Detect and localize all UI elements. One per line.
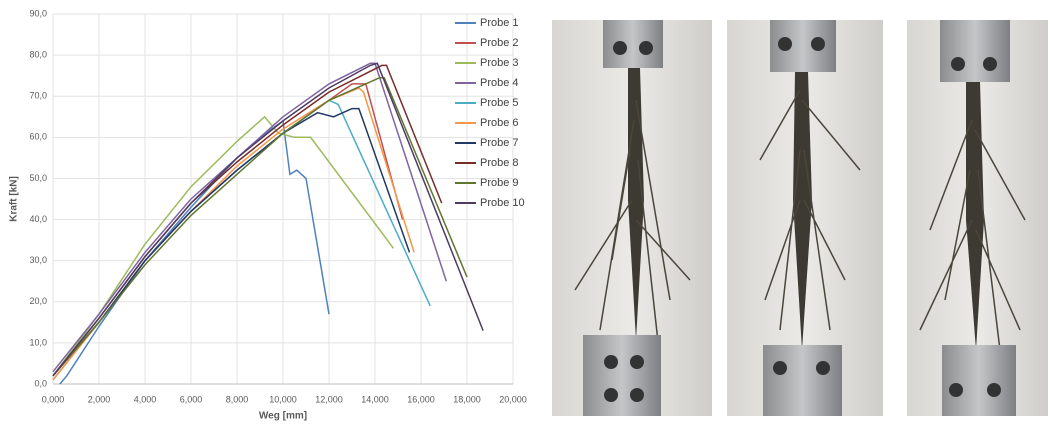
y-tick-label: 40,0 <box>29 214 47 224</box>
legend-label: Probe 7 <box>480 137 519 149</box>
series-line <box>52 62 448 373</box>
legend-label: Probe 4 <box>480 77 519 89</box>
legend-label: Probe 8 <box>480 157 519 169</box>
y-tick-label: 10,0 <box>29 337 47 347</box>
x-tick-label: 4,000 <box>134 394 157 404</box>
x-tick-label: 18,000 <box>453 394 481 404</box>
series-line <box>59 119 330 385</box>
series-line <box>52 99 431 381</box>
y-tick-label: 70,0 <box>29 91 47 101</box>
x-tick-label: 16,000 <box>407 394 435 404</box>
series-line <box>52 76 468 377</box>
x-tick-label: 2,000 <box>88 394 111 404</box>
series-line <box>52 64 443 377</box>
legend-label: Probe 3 <box>480 57 519 69</box>
x-tick-label: 10,000 <box>269 394 297 404</box>
y-tick-label: 30,0 <box>29 255 47 265</box>
y-tick-label: 90,0 <box>29 8 47 18</box>
x-tick-label: 6,000 <box>180 394 203 404</box>
legend-label: Probe 6 <box>480 117 519 129</box>
specimen-photos <box>552 20 1048 416</box>
x-tick-label: 0,000 <box>42 394 65 404</box>
legend-label: Probe 10 <box>480 197 525 209</box>
series-line <box>52 62 484 377</box>
y-tick-label: 80,0 <box>29 49 47 59</box>
x-axis-title: Weg [mm] <box>259 411 307 421</box>
series-line <box>52 87 415 381</box>
y-tick-label: 0,0 <box>34 378 47 388</box>
series-line <box>52 107 411 377</box>
photo <box>552 20 712 416</box>
x-tick-label: 20,000 <box>499 394 527 404</box>
legend-label: Probe 5 <box>480 97 519 109</box>
y-tick-label: 50,0 <box>29 173 47 183</box>
x-tick-label: 8,000 <box>226 394 249 404</box>
y-tick-label: 60,0 <box>29 132 47 142</box>
legend-label: Probe 9 <box>480 177 519 189</box>
legend-label: Probe 1 <box>480 17 519 29</box>
photo <box>727 20 883 416</box>
x-tick-label: 14,000 <box>361 394 389 404</box>
y-axis-title: Kraft [kN] <box>9 176 20 222</box>
x-tick-label: 12,000 <box>315 394 343 404</box>
legend-label: Probe 2 <box>480 37 519 49</box>
series-line <box>52 115 395 377</box>
y-tick-label: 20,0 <box>29 296 47 306</box>
photo <box>907 20 1048 416</box>
series-line <box>52 83 404 377</box>
